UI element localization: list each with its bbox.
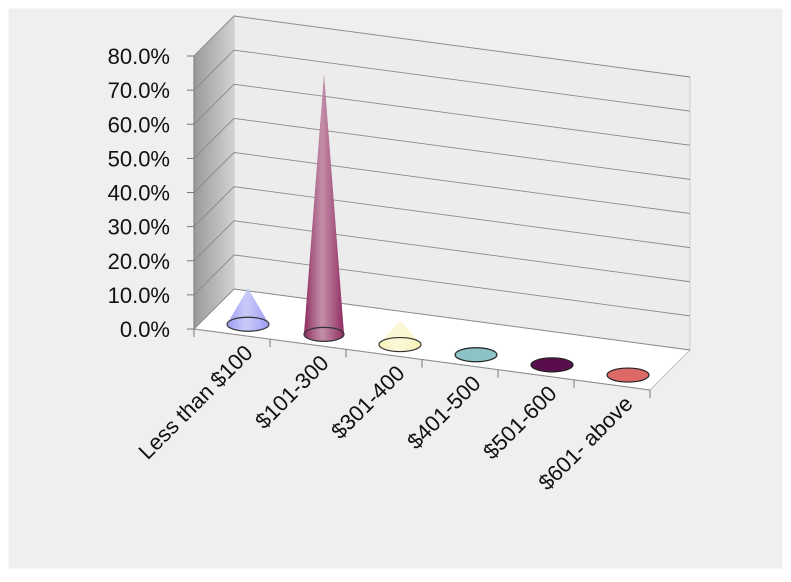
gridline — [193, 83, 691, 146]
y-tick-label: 30.0% — [108, 215, 170, 240]
chart-walls — [192, 14, 692, 391]
cone-shading — [379, 320, 421, 352]
y-tick-label: 10.0% — [108, 283, 170, 308]
cone-shading — [227, 288, 269, 332]
cone-base — [226, 316, 270, 332]
y-tick-label: 0.0% — [120, 317, 170, 342]
gridline — [193, 220, 691, 283]
cone-1 — [303, 75, 345, 342]
cone-base-flat — [454, 347, 498, 363]
cone-0 — [226, 288, 270, 332]
y-tick-label: 70.0% — [108, 78, 170, 103]
cone-base — [378, 336, 422, 353]
cone-base-flat — [606, 367, 650, 383]
cone-base-flat — [530, 357, 574, 373]
y-tick-label: 60.0% — [108, 112, 170, 137]
y-tick-label: 20.0% — [108, 249, 170, 274]
cone-4 — [530, 357, 574, 373]
y-tick-label: 40.0% — [108, 181, 170, 206]
y-tick-label: 50.0% — [108, 146, 170, 171]
gridline — [193, 15, 691, 78]
gridlines — [193, 15, 691, 351]
gridline — [193, 288, 691, 351]
y-tick-label: 80.0% — [108, 44, 170, 69]
gridline — [193, 49, 691, 112]
cone-base — [303, 326, 345, 342]
cone-3 — [454, 347, 498, 363]
gridline — [193, 186, 691, 249]
gridline — [193, 152, 691, 214]
gridline — [193, 117, 691, 180]
cone-2 — [378, 320, 422, 353]
y-axis: 0.0% 10.0% 20.0% 30.0% 40.0% 50.0% 60.0% 70.0% 8… — [108, 44, 195, 342]
cone-shading — [304, 75, 344, 342]
gridline — [193, 254, 691, 317]
cone-series — [226, 75, 650, 383]
cone-5 — [606, 367, 650, 383]
